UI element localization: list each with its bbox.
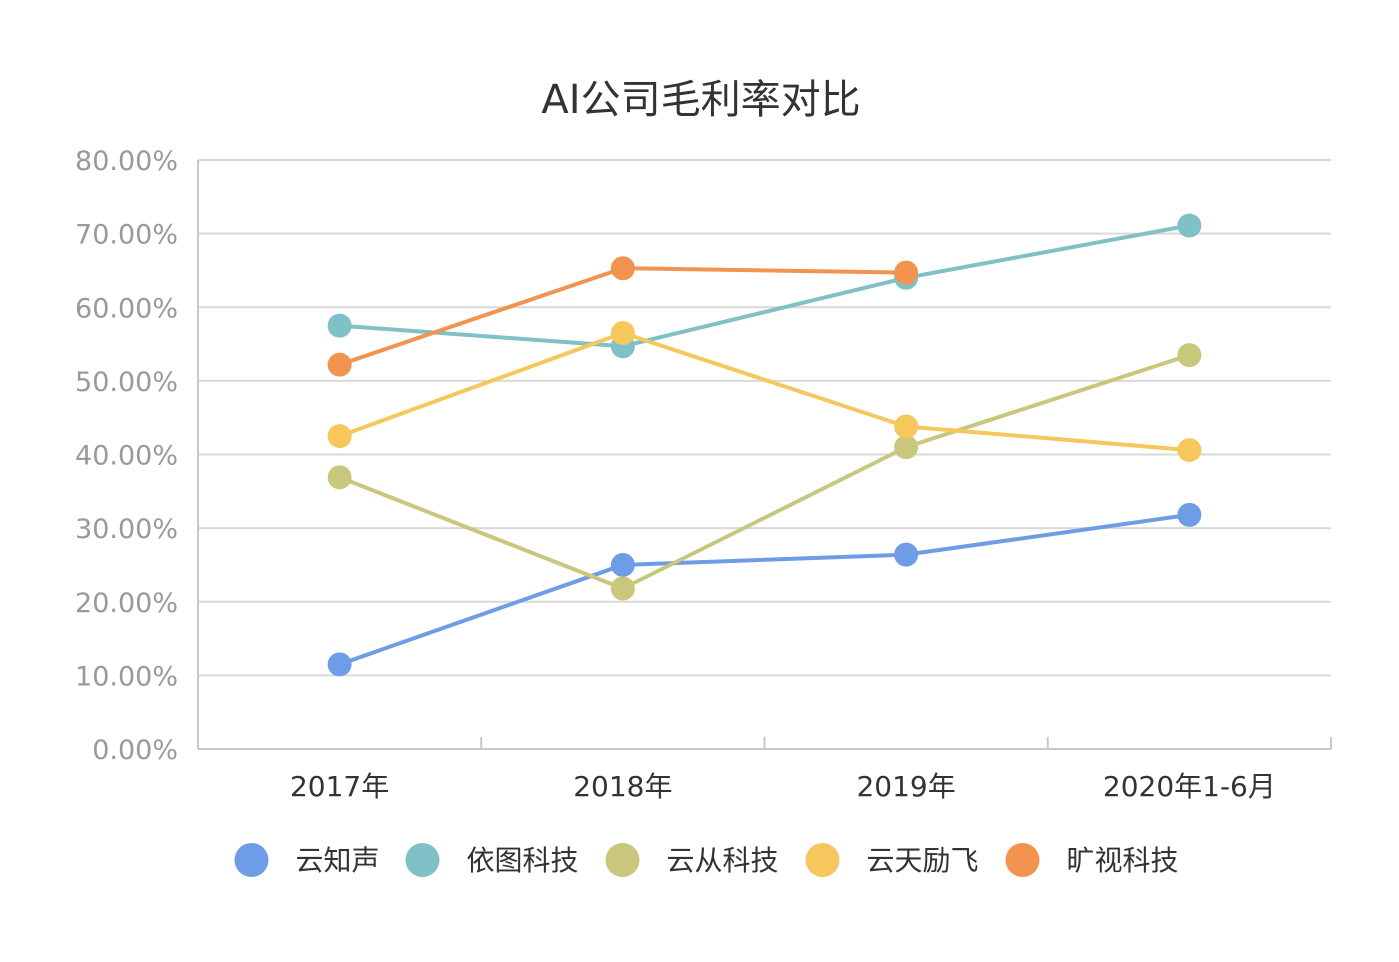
data-point[interactable] xyxy=(894,542,919,567)
series-line xyxy=(339,223,1190,349)
legend-label: 依图科技 xyxy=(467,844,579,877)
series-line xyxy=(338,512,1190,667)
legend-label: 旷视科技 xyxy=(1067,844,1179,877)
y-tick-label: 80.00% xyxy=(75,146,178,177)
y-tick-label: 30.00% xyxy=(75,514,178,545)
legend-item[interactable]: 旷视科技 xyxy=(1005,843,1179,877)
data-point[interactable] xyxy=(894,260,919,285)
y-tick-label: 10.00% xyxy=(75,661,178,692)
legend-item[interactable]: 云天励飞 xyxy=(805,843,979,877)
x-tick-label: 2020年1-6月 xyxy=(1103,770,1276,803)
data-point[interactable] xyxy=(1177,343,1202,368)
data-point[interactable] xyxy=(610,552,635,577)
y-tick-label: 50.00% xyxy=(75,367,178,398)
y-tick-label: 70.00% xyxy=(75,220,178,251)
data-point[interactable] xyxy=(610,576,635,601)
data-point[interactable] xyxy=(610,321,635,346)
y-tick-label: 60.00% xyxy=(75,293,178,324)
series-1 xyxy=(327,502,1202,677)
legend-marker xyxy=(605,843,640,877)
series-3 xyxy=(327,343,1202,601)
y-axis-tick-labels: 0.00% 10.00% 20.00% 30.00% 40.00% 50.00% 60.00… xyxy=(75,146,178,766)
y-tick-label: 0.00% xyxy=(92,735,178,766)
data-point[interactable] xyxy=(610,256,635,281)
data-point[interactable] xyxy=(327,652,352,677)
x-tick-label: 2018年 xyxy=(573,770,672,803)
data-point[interactable] xyxy=(1177,502,1202,527)
data-point[interactable] xyxy=(1177,213,1202,238)
legend-label: 云知声 xyxy=(296,844,380,877)
legend-label: 云从科技 xyxy=(667,844,779,877)
legend-marker xyxy=(1005,843,1040,877)
grid-lines xyxy=(198,159,1331,677)
series-lines xyxy=(327,213,1202,677)
data-point[interactable] xyxy=(894,414,919,439)
data-point[interactable] xyxy=(327,424,352,449)
data-point[interactable] xyxy=(327,465,352,490)
x-tick-label: 2017年 xyxy=(290,770,389,803)
series-4 xyxy=(327,321,1202,463)
y-tick-label: 40.00% xyxy=(75,441,178,472)
legend-marker xyxy=(234,843,269,877)
legend-label: 云天励飞 xyxy=(867,844,979,877)
legend-item[interactable]: 云从科技 xyxy=(605,843,779,877)
axes xyxy=(197,160,1332,750)
data-point[interactable] xyxy=(894,435,919,460)
chart-title: AI公司毛利率对比 xyxy=(541,77,860,123)
data-point[interactable] xyxy=(1177,438,1202,463)
legend-item[interactable]: 云知声 xyxy=(234,843,380,877)
x-axis-tick-labels: 2017年 2018年 2019年 2020年1-6月 xyxy=(290,770,1276,803)
legend-marker xyxy=(405,843,440,877)
legend-item[interactable]: 依图科技 xyxy=(405,843,579,877)
x-tick-label: 2019年 xyxy=(856,770,955,803)
series-2 xyxy=(327,213,1202,359)
legend: 云知声 依图科技 云从科技 云天励飞 旷视科技 xyxy=(234,843,1179,877)
legend-marker xyxy=(805,843,840,877)
data-point[interactable] xyxy=(327,313,352,338)
y-tick-label: 20.00% xyxy=(75,588,178,619)
data-point[interactable] xyxy=(327,352,352,377)
series-5 xyxy=(327,256,919,377)
series-line xyxy=(338,331,1190,453)
series-line xyxy=(338,353,1190,591)
